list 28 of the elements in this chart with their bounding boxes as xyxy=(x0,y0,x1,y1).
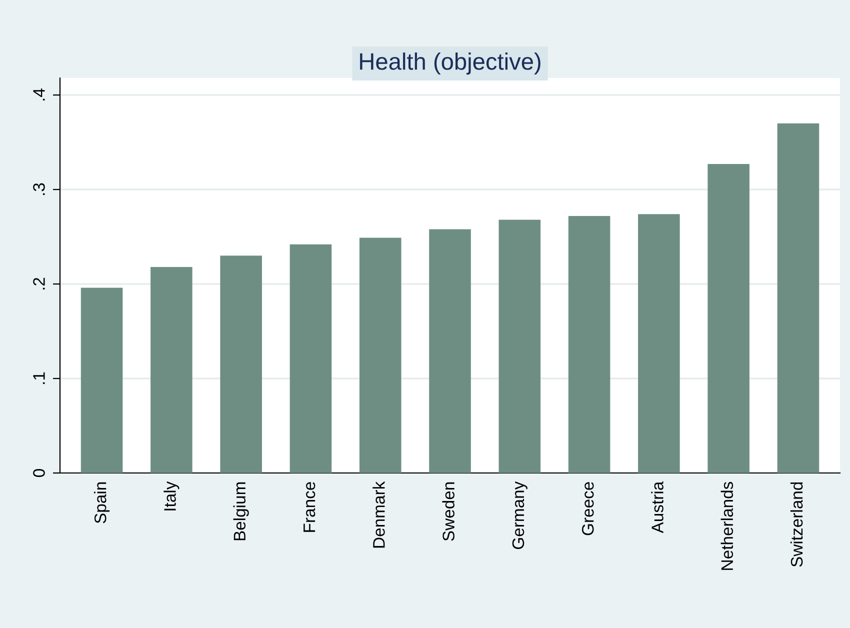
bar xyxy=(150,266,192,473)
bar xyxy=(498,220,541,473)
y-tick-label: .4 xyxy=(33,88,45,100)
x-tick-label: Austria xyxy=(651,481,664,534)
bar xyxy=(777,123,820,473)
x-tick-label: Germany xyxy=(512,481,528,550)
x-tick-label: Netherlands xyxy=(720,482,734,570)
x-tick-label: Switzerland xyxy=(790,482,803,567)
y-tick-label: 0 xyxy=(33,469,45,477)
bar xyxy=(429,229,471,473)
bar xyxy=(220,256,262,473)
x-tick-label: Belgium xyxy=(233,482,249,540)
y-tick-label: .3 xyxy=(33,183,45,195)
x-tick-label: Denmark xyxy=(372,481,385,548)
x-tick-label: Spain xyxy=(94,482,110,524)
bar xyxy=(638,214,680,473)
y-tick-label: .2 xyxy=(33,278,45,290)
bar xyxy=(359,238,402,473)
x-tick-label: Italy xyxy=(164,481,180,510)
y-tick-label: .1 xyxy=(33,372,45,384)
bar xyxy=(290,244,332,473)
x-tick-label: Greece xyxy=(582,482,594,536)
bar xyxy=(568,216,610,473)
x-tick-label: Sweden xyxy=(442,482,454,541)
chart-title: Health (objective) xyxy=(360,52,540,75)
bar xyxy=(708,164,750,473)
x-tick-label: France xyxy=(304,482,316,532)
bar xyxy=(80,288,123,473)
